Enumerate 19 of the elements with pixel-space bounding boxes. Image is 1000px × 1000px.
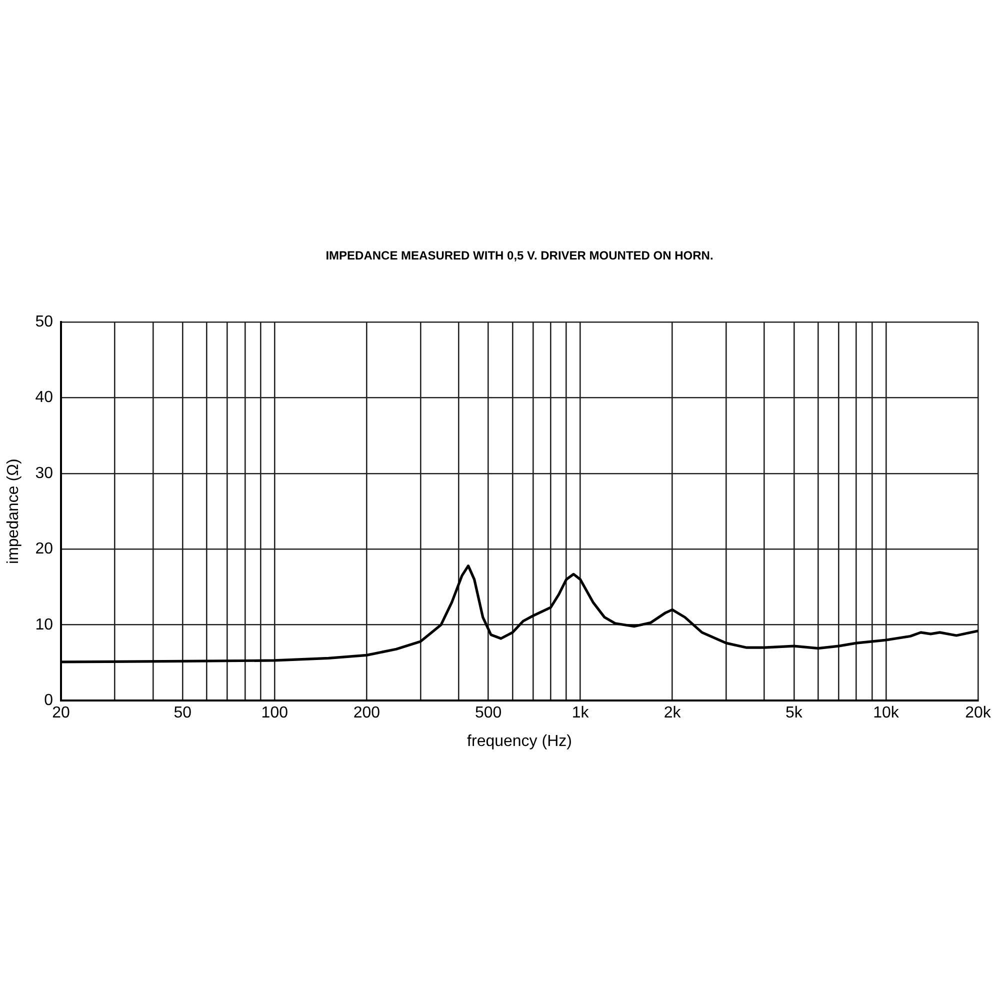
y-axis-title: impedance (Ω) bbox=[5, 458, 22, 564]
y-tick-label: 40 bbox=[35, 389, 54, 406]
x-tick-label: 10k bbox=[873, 704, 900, 722]
x-tick-label: 50 bbox=[174, 704, 192, 722]
y-tick-label: 0 bbox=[44, 692, 54, 710]
y-tick-label: 50 bbox=[35, 313, 54, 330]
x-tick-label: 2k bbox=[664, 704, 682, 722]
x-tick-label: 20k bbox=[965, 704, 992, 722]
y-tick-label: 20 bbox=[35, 540, 54, 558]
x-tick-label: 1k bbox=[572, 704, 590, 722]
x-tick-label: 20 bbox=[52, 704, 70, 722]
x-tick-label: 100 bbox=[261, 704, 288, 722]
chart-title: IMPEDANCE MEASURED WITH 0,5 V. DRIVER MOUNTED ON HORN. bbox=[326, 248, 714, 262]
y-tick-label: 30 bbox=[35, 464, 54, 482]
y-tick-label: 10 bbox=[35, 616, 54, 634]
x-axis-title: frequency (Hz) bbox=[467, 732, 572, 750]
x-tick-label: 200 bbox=[353, 704, 380, 722]
x-tick-label: 5k bbox=[786, 704, 804, 722]
x-tick-label: 500 bbox=[474, 704, 502, 722]
